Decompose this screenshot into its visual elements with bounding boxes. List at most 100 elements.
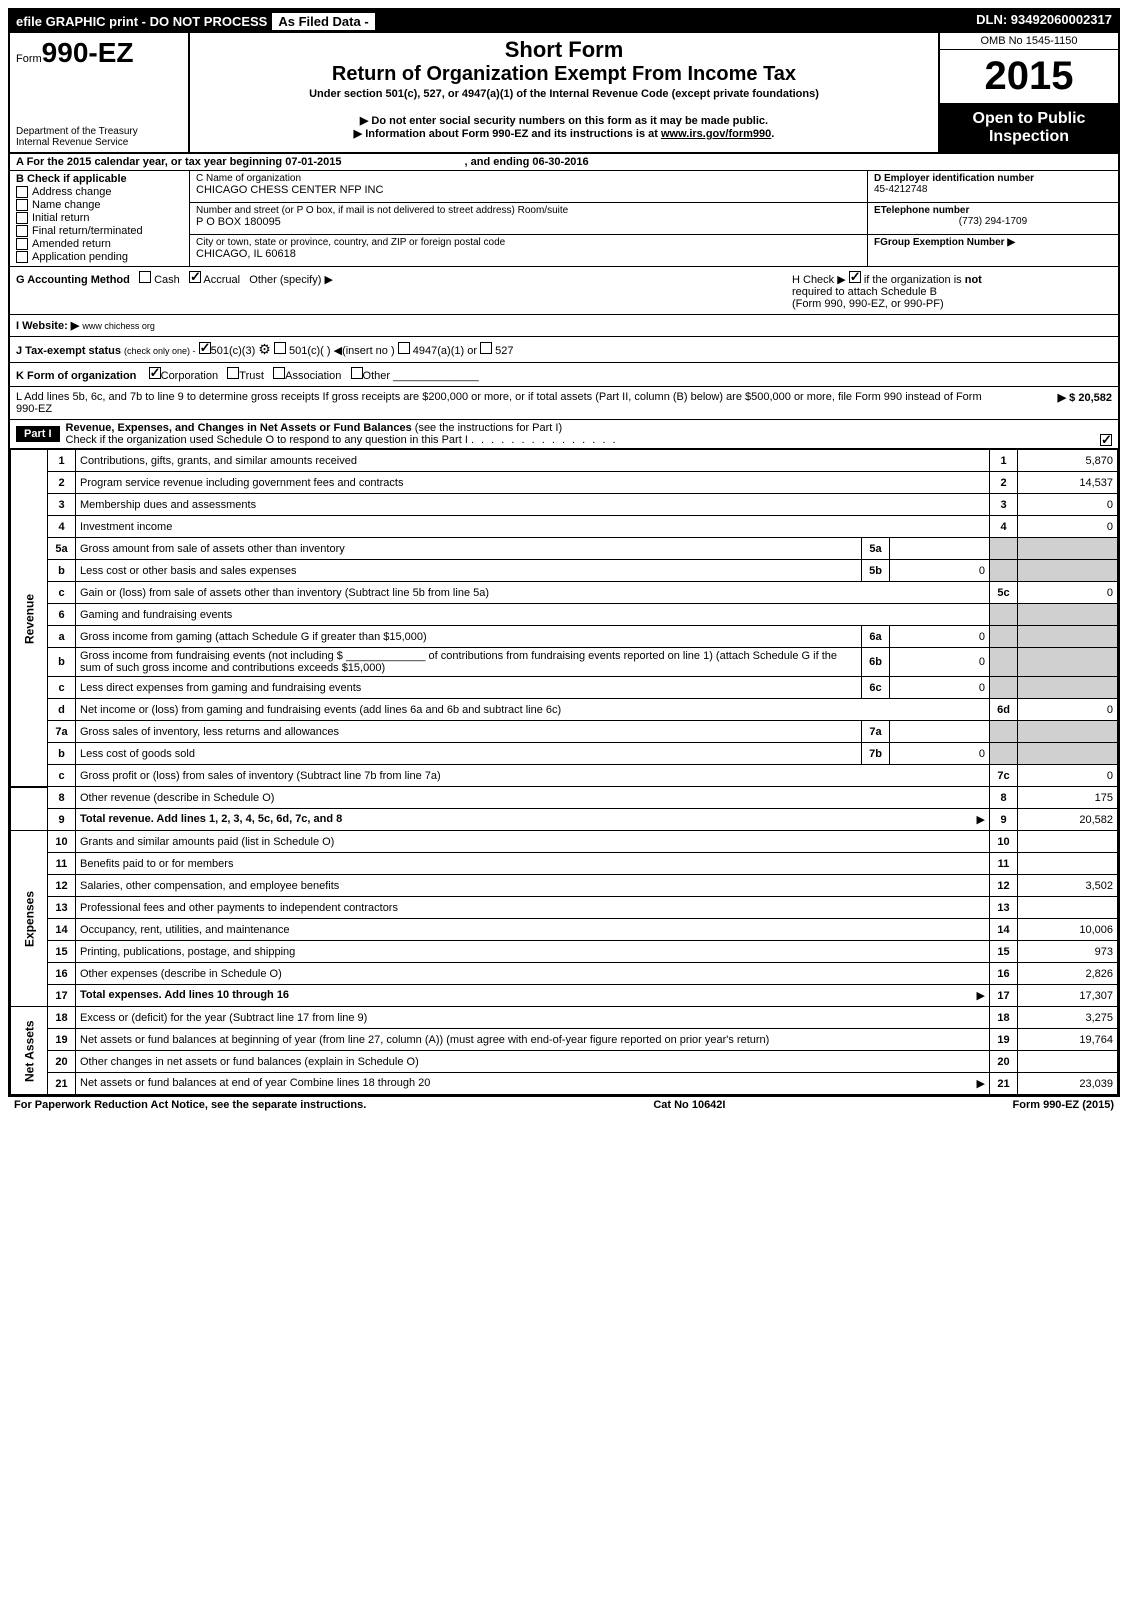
chk-final-return[interactable] bbox=[16, 225, 28, 237]
l20-num: 20 bbox=[48, 1051, 76, 1073]
dept-2: Internal Revenue Service bbox=[16, 137, 182, 148]
l8-desc: Other revenue (describe in Schedule O) bbox=[80, 792, 274, 804]
l2-num: 2 bbox=[48, 472, 76, 494]
lbl-other-org: Other bbox=[363, 370, 391, 382]
l1-rv: 5,870 bbox=[1018, 450, 1118, 472]
chk-4947[interactable] bbox=[398, 342, 410, 354]
note-2-post: . bbox=[771, 128, 774, 140]
l6b-desc: Gross income from fundraising events (no… bbox=[80, 650, 837, 674]
form-container: efile GRAPHIC print - DO NOT PROCESS As … bbox=[8, 8, 1120, 1097]
l6-shade2 bbox=[1018, 604, 1118, 626]
chk-accrual[interactable] bbox=[189, 271, 201, 283]
part1-check-text: Check if the organization used Schedule … bbox=[66, 434, 468, 446]
l11-rv bbox=[1018, 853, 1118, 875]
l16-desc: Other expenses (describe in Schedule O) bbox=[80, 968, 282, 980]
omb-number: OMB No 1545-1150 bbox=[940, 33, 1118, 50]
l11-desc: Benefits paid to or for members bbox=[80, 858, 233, 870]
h-pre: H Check ▶ bbox=[792, 274, 846, 286]
topbar-mid: As Filed Data - bbox=[271, 12, 375, 31]
l9-rv: 20,582 bbox=[1018, 809, 1118, 831]
lbl-other-method: Other (specify) ▶ bbox=[249, 274, 333, 286]
lbl-cash: Cash bbox=[154, 274, 180, 286]
c-addr-lbl: Number and street (or P O box, if mail i… bbox=[196, 205, 861, 216]
chk-app-pending[interactable] bbox=[16, 251, 28, 263]
chk-name-change[interactable] bbox=[16, 199, 28, 211]
l7c-desc: Gross profit or (loss) from sales of inv… bbox=[80, 770, 441, 782]
l5b-sn: 5b bbox=[862, 560, 890, 582]
chk-corp[interactable] bbox=[149, 367, 161, 379]
l5a-shade2 bbox=[1018, 538, 1118, 560]
k-label: K Form of organization bbox=[16, 370, 136, 382]
l6c-shade2 bbox=[1018, 677, 1118, 699]
l20-desc: Other changes in net assets or fund bala… bbox=[80, 1056, 419, 1068]
chk-527[interactable] bbox=[480, 342, 492, 354]
sec-a-pre: A For the 2015 calendar year, or tax yea… bbox=[16, 156, 285, 168]
l5b-shade2 bbox=[1018, 560, 1118, 582]
chk-501c[interactable] bbox=[274, 342, 286, 354]
l-text: L Add lines 5b, 6c, and 7b to line 9 to … bbox=[16, 391, 992, 415]
l6a-sn: 6a bbox=[862, 626, 890, 648]
l2-desc: Program service revenue including govern… bbox=[80, 477, 403, 489]
l7c-rn: 7c bbox=[990, 765, 1018, 787]
topbar: efile GRAPHIC print - DO NOT PROCESS As … bbox=[10, 10, 1118, 33]
part1-header-row: Part I Revenue, Expenses, and Changes in… bbox=[10, 420, 1118, 449]
chk-amended-return[interactable] bbox=[16, 238, 28, 250]
section-j: J Tax-exempt status (check only one) - 5… bbox=[10, 337, 1118, 363]
c-name-lbl: C Name of organization bbox=[196, 173, 861, 184]
vert-revenue: Revenue bbox=[11, 450, 48, 787]
vert-expenses: Expenses bbox=[11, 831, 48, 1007]
l17-rv: 17,307 bbox=[1018, 985, 1118, 1007]
chk-h[interactable] bbox=[849, 271, 861, 283]
chk-501c3[interactable] bbox=[199, 342, 211, 354]
l14-desc: Occupancy, rent, utilities, and maintena… bbox=[80, 924, 290, 936]
l17-desc: Total expenses. Add lines 10 through 16 bbox=[80, 989, 289, 1001]
chk-address-change[interactable] bbox=[16, 186, 28, 198]
lines-table: Revenue 1 Contributions, gifts, grants, … bbox=[10, 449, 1118, 1095]
h-text3: (Form 990, 990-EZ, or 990-PF) bbox=[792, 298, 944, 310]
block-b: B Check if applicable Address change Nam… bbox=[10, 171, 190, 266]
l6a-desc: Gross income from gaming (attach Schedul… bbox=[80, 631, 427, 643]
lbl-address-change: Address change bbox=[32, 186, 112, 198]
header-left: Form990-EZ Department of the Treasury In… bbox=[10, 33, 190, 152]
l5c-num: c bbox=[48, 582, 76, 604]
l12-rn: 12 bbox=[990, 875, 1018, 897]
h-not: not bbox=[965, 274, 982, 286]
l21-rv: 23,039 bbox=[1018, 1073, 1118, 1095]
chk-other-org[interactable] bbox=[351, 367, 363, 379]
l5b-desc: Less cost or other basis and sales expen… bbox=[80, 565, 296, 577]
l17-num: 17 bbox=[48, 985, 76, 1007]
form-subtitle: Under section 501(c), 527, or 4947(a)(1)… bbox=[196, 88, 932, 100]
l5b-num: b bbox=[48, 560, 76, 582]
note-2-pre: ▶ Information about Form 990-EZ and its … bbox=[354, 128, 661, 140]
l9-num: 9 bbox=[48, 809, 76, 831]
l7a-shade2 bbox=[1018, 721, 1118, 743]
l1-desc: Contributions, gifts, grants, and simila… bbox=[80, 455, 357, 467]
i-label: I Website: ▶ bbox=[16, 320, 79, 332]
chk-cash[interactable] bbox=[139, 271, 151, 283]
lbl-assoc: Association bbox=[285, 370, 341, 382]
l5b-shade1 bbox=[990, 560, 1018, 582]
l7b-shade1 bbox=[990, 743, 1018, 765]
footer-right: Form 990-EZ (2015) bbox=[1013, 1099, 1114, 1111]
l6c-sv: 0 bbox=[890, 677, 990, 699]
l16-rn: 16 bbox=[990, 963, 1018, 985]
lbl-initial-return: Initial return bbox=[32, 212, 89, 224]
d-ein-val: 45-4212748 bbox=[874, 184, 1112, 195]
lbl-final-return: Final return/terminated bbox=[32, 225, 143, 237]
l14-rn: 14 bbox=[990, 919, 1018, 941]
l6d-rv: 0 bbox=[1018, 699, 1118, 721]
chk-initial-return[interactable] bbox=[16, 212, 28, 224]
chk-part1-scho[interactable] bbox=[1100, 434, 1112, 446]
chk-trust[interactable] bbox=[227, 367, 239, 379]
vert-rev-cont bbox=[11, 787, 48, 831]
sec-a-end: 06-30-2016 bbox=[532, 156, 588, 168]
l10-rv bbox=[1018, 831, 1118, 853]
note-2-link[interactable]: www.irs.gov/form990 bbox=[661, 128, 771, 140]
l6c-num: c bbox=[48, 677, 76, 699]
footer: For Paperwork Reduction Act Notice, see … bbox=[8, 1097, 1120, 1113]
l18-num: 18 bbox=[48, 1007, 76, 1029]
l1-num: 1 bbox=[48, 450, 76, 472]
l13-num: 13 bbox=[48, 897, 76, 919]
chk-assoc[interactable] bbox=[273, 367, 285, 379]
l6a-shade2 bbox=[1018, 626, 1118, 648]
